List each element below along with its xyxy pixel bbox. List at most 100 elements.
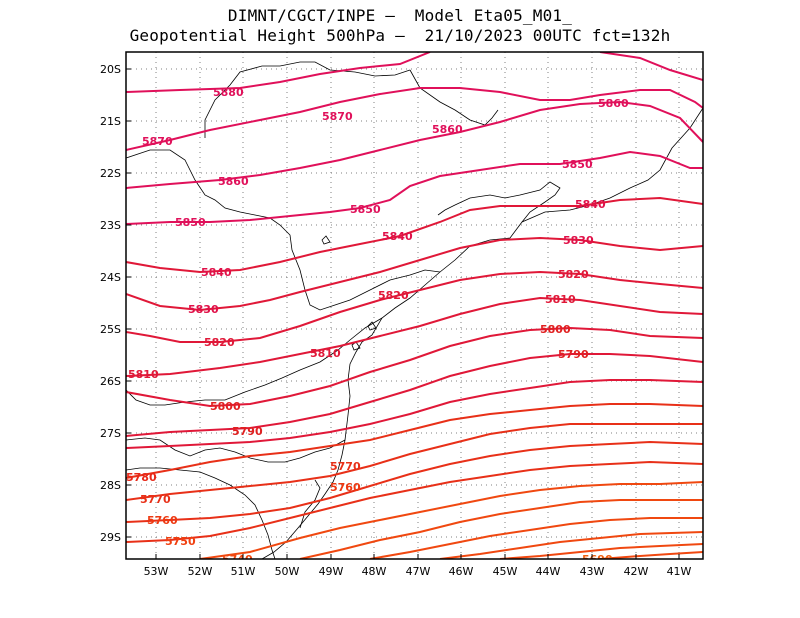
contour-label: 5810 (128, 368, 159, 381)
lat-label: 29S (100, 531, 121, 544)
contours-orange (126, 403, 703, 543)
title-line-2: Geopotential Height 500hPa – 21/10/2023 … (129, 26, 671, 45)
state-border-sp-rj (437, 181, 561, 223)
lat-label: 23S (100, 219, 121, 232)
state-border-mg-sp (204, 61, 411, 138)
state-border-sc-rs (126, 437, 346, 463)
lon-label: 50W (275, 565, 300, 578)
lon-label: 49W (319, 565, 344, 578)
contour-label: 5850 (175, 216, 206, 229)
contour-label: 5850 (350, 203, 381, 216)
lon-label: 48W (362, 565, 387, 578)
contour-label: 5820 (558, 268, 589, 281)
lon-label: 43W (580, 565, 605, 578)
contour-labels: 5880 5870 5870 5860 5860 5860 5850 5850 … (126, 86, 629, 566)
contour-5760-line (126, 440, 703, 523)
border-rs-west (126, 467, 276, 559)
lon-label: 52W (188, 565, 213, 578)
contour-label: 5810 (545, 293, 576, 306)
axis-ticks (126, 68, 680, 559)
contour-5730-line (299, 499, 703, 559)
contour-label: 5880 (213, 86, 244, 99)
lat-label: 20S (100, 63, 121, 76)
contour-label: 5860 (218, 175, 249, 188)
contour-label: 5870 (322, 110, 353, 123)
contour-5830-line (126, 236, 703, 312)
contour-label: 5860 (432, 123, 463, 136)
contour-5700-line (499, 543, 703, 559)
contours-red (126, 196, 703, 449)
lat-label: 28S (100, 479, 121, 492)
contour-label: 5820 (378, 289, 409, 302)
contour-label: 5780 (126, 471, 157, 484)
coastline (261, 107, 703, 559)
contour-5790-line (126, 353, 703, 437)
lat-labels: 20S 21S 22S 23S 24S 25S 26S 27S 28S 29S (100, 63, 121, 544)
lat-label: 27S (100, 427, 121, 440)
contour-label: 5810 (310, 347, 341, 360)
contour-5690-line (599, 551, 703, 559)
lon-label: 51W (231, 565, 256, 578)
lon-label: 44W (536, 565, 561, 578)
contour-5880-line (126, 52, 431, 93)
contour-5820-line (126, 270, 703, 343)
lon-label: 53W (144, 565, 169, 578)
contour-5860-line (126, 100, 703, 189)
state-border-sp-pr (126, 149, 441, 311)
lon-label: 45W (493, 565, 518, 578)
contour-label: 5840 (201, 266, 232, 279)
map-frame (125, 51, 704, 560)
contour-5780-line (126, 403, 703, 479)
mg-rj-east-border (409, 69, 499, 126)
contour-label: 5690 (582, 553, 613, 566)
islands (321, 235, 377, 351)
contour-label: 5770 (330, 460, 361, 473)
lon-label: 46W (449, 565, 474, 578)
lat-label: 24S (100, 271, 121, 284)
contours-pink (126, 52, 703, 225)
contour-label: 5860 (598, 97, 629, 110)
contour-5850-line (126, 150, 703, 225)
title-line-1: DIMNT/CGCT/INPE – Model Eta05_M01_ (227, 6, 573, 25)
contour-5710-line (439, 531, 703, 559)
lat-label: 26S (100, 375, 121, 388)
contour-label: 5850 (562, 158, 593, 171)
lon-label: 41W (667, 565, 692, 578)
contour-5880-ne-line (599, 52, 703, 81)
contour-label: 5830 (188, 303, 219, 316)
contour-5840-line (126, 196, 703, 274)
contour-5740-line (199, 481, 703, 559)
lat-label: 25S (100, 323, 121, 336)
contour-5750-line (126, 460, 703, 543)
contour-label: 5740 (222, 553, 253, 566)
contour-label: 5800 (210, 400, 241, 413)
contour-label: 5760 (147, 514, 178, 527)
contour-5800-line (126, 326, 703, 408)
lon-label: 42W (624, 565, 649, 578)
contour-5810-line (126, 296, 703, 377)
contours-orange-deep (199, 481, 703, 559)
contour-label: 5790 (232, 425, 263, 438)
contour-label: 5760 (330, 481, 361, 494)
lon-labels: 53W 52W 51W 50W 49W 48W 47W 46W 45W 44W … (144, 565, 692, 578)
lagoon (299, 479, 321, 529)
contour-label: 5870 (142, 135, 173, 148)
contour-5790b-line (126, 379, 703, 449)
contour-5870-line (126, 87, 703, 151)
lon-label: 47W (406, 565, 431, 578)
contour-5770-line (126, 423, 703, 501)
lat-label: 21S (100, 115, 121, 128)
contour-label: 5800 (540, 323, 571, 336)
contour-label: 5770 (140, 493, 171, 506)
contour-label: 5750 (165, 535, 196, 548)
contour-label: 5790 (558, 348, 589, 361)
contour-label: 5820 (204, 336, 235, 349)
contour-label: 5840 (575, 198, 606, 211)
state-border-pr-sc (126, 317, 383, 406)
lat-label: 22S (100, 167, 121, 180)
contour-label: 5830 (563, 234, 594, 247)
contour-label: 5840 (382, 230, 413, 243)
contour-5720-line (369, 517, 703, 559)
